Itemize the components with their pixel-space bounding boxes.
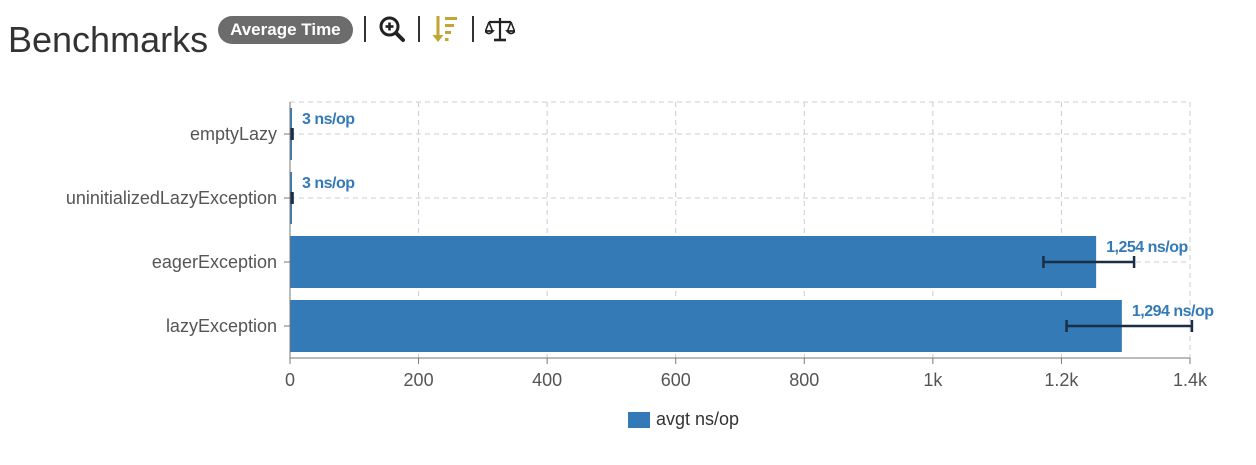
compare-scales-icon[interactable] xyxy=(484,14,515,44)
sort-descending-icon[interactable] xyxy=(431,14,461,44)
value-label: 3 ns/op xyxy=(302,175,355,192)
value-label: 3 ns/op xyxy=(302,111,355,128)
x-tick-label: 600 xyxy=(661,370,691,390)
x-tick-label: 800 xyxy=(789,370,819,390)
x-tick-label: 1.2k xyxy=(1044,370,1079,390)
x-tick-label: 0 xyxy=(285,370,295,390)
x-tick-label: 200 xyxy=(404,370,434,390)
bar xyxy=(290,300,1122,352)
divider xyxy=(417,16,420,42)
y-tick-label: eagerException xyxy=(152,252,277,272)
y-tick-label: emptyLazy xyxy=(190,124,277,144)
value-label: 1,294 ns/op xyxy=(1132,303,1214,320)
divider xyxy=(471,16,474,42)
zoom-in-icon[interactable] xyxy=(377,14,407,44)
legend-swatch xyxy=(628,411,650,428)
x-tick-label: 1.4k xyxy=(1173,370,1208,390)
bars: 3 ns/op 3 ns/op 1,254 ns/op 1,294 ns/op xyxy=(290,108,1215,352)
legend-label: avgt ns/op xyxy=(656,409,740,429)
y-tick-label: lazyException xyxy=(166,316,277,336)
x-tick-label: 400 xyxy=(532,370,562,390)
page-title: Benchmarks xyxy=(8,19,209,60)
divider xyxy=(363,16,366,42)
chart-header: Benchmarks Average Time xyxy=(8,14,515,60)
y-tick-label: uninitializedLazyException xyxy=(66,188,277,208)
legend[interactable]: avgt ns/op xyxy=(628,409,739,430)
mode-badge[interactable]: Average Time xyxy=(218,16,353,44)
x-tick-label: 1k xyxy=(923,370,943,390)
value-label: 1,254 ns/op xyxy=(1106,239,1188,256)
axes: emptyLazy uninitializedLazyException eager… xyxy=(66,102,1208,390)
bar-chart: 3 ns/op 3 ns/op 1,254 ns/op 1,294 ns/op emp… xyxy=(66,101,1215,390)
bar xyxy=(290,236,1097,288)
